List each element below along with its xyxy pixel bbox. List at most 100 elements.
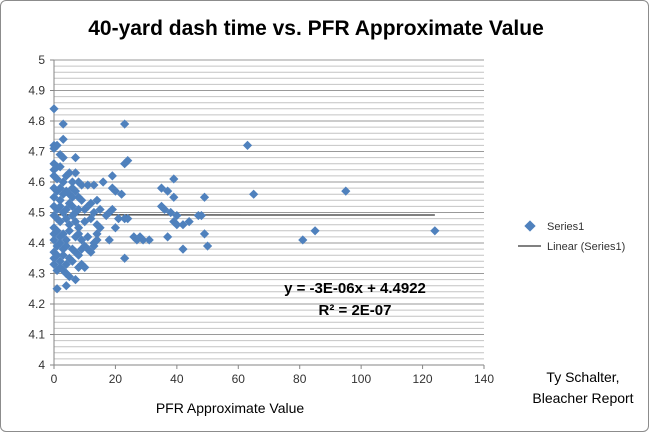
- data-point: [73, 204, 84, 215]
- data-point: [341, 186, 351, 196]
- y-axis-ticks: 4 4.1 4.2 4.3 4.4 4.5 4.6 4.7 4.8 4.9 5: [28, 53, 54, 372]
- data-point: [55, 262, 65, 272]
- x-tick-label: 100: [351, 372, 371, 386]
- data-point: [67, 201, 78, 211]
- y-tick-label: 5: [38, 53, 45, 67]
- data-point: [196, 210, 207, 221]
- data-point: [430, 226, 440, 236]
- data-point: [55, 201, 65, 211]
- data-point: [67, 256, 78, 266]
- data-point: [86, 214, 96, 224]
- data-point: [113, 214, 124, 224]
- data-point: [73, 177, 84, 187]
- data-point: [70, 207, 81, 218]
- data-point: [49, 259, 59, 269]
- legend-label-trendline: Linear (Series1): [547, 241, 625, 253]
- trendline-r-squared: R² = 2E-07: [319, 302, 392, 319]
- data-point: [120, 253, 130, 263]
- y-tick-label: 4.3: [28, 267, 45, 281]
- x-tick-label: 60: [232, 372, 246, 386]
- data-point: [89, 207, 99, 218]
- data-point: [55, 238, 65, 248]
- data-point: [77, 180, 87, 190]
- data-point: [77, 195, 87, 205]
- data-point: [61, 171, 71, 181]
- data-point: [89, 241, 99, 251]
- data-point: [169, 174, 179, 184]
- data-point: [199, 229, 210, 239]
- data-point: [172, 220, 182, 230]
- y-tick-label: 4.1: [28, 328, 45, 342]
- data-point: [92, 235, 102, 245]
- data-point: [70, 153, 81, 163]
- data-point: [92, 195, 102, 205]
- data-point: [70, 168, 81, 178]
- data-point: [83, 201, 93, 211]
- data-point: [73, 250, 84, 260]
- data-points: [49, 104, 440, 294]
- data-point: [199, 192, 210, 202]
- data-point: [67, 192, 78, 202]
- data-point: [92, 229, 102, 239]
- chart-title: 40-yard dash time vs. PFR Approximate Va…: [88, 17, 544, 40]
- y-tick-label: 4: [38, 358, 45, 372]
- data-point: [83, 180, 93, 190]
- data-point: [184, 217, 194, 227]
- data-point: [116, 189, 127, 199]
- x-tick-label: 120: [413, 372, 433, 386]
- data-point: [73, 262, 84, 272]
- data-point: [202, 241, 213, 251]
- data-point: [58, 153, 68, 163]
- data-point: [61, 259, 71, 269]
- data-point: [83, 232, 93, 242]
- data-point: [169, 192, 179, 202]
- y-tick-label: 4.4: [28, 236, 45, 250]
- x-tick-label: 20: [109, 372, 123, 386]
- data-point: [107, 171, 117, 181]
- data-point: [61, 268, 71, 279]
- data-point: [70, 275, 81, 285]
- data-point: [107, 204, 117, 215]
- data-point: [110, 186, 121, 196]
- data-point: [163, 186, 173, 196]
- legend-label-series1: Series1: [547, 221, 584, 233]
- data-point: [73, 192, 84, 202]
- data-point: [95, 223, 105, 233]
- y-tick-label: 4.8: [28, 114, 45, 128]
- data-point: [58, 250, 68, 260]
- data-point: [58, 134, 68, 144]
- data-point: [178, 244, 188, 254]
- legend: Series1 Linear (Series1): [518, 220, 625, 253]
- legend-marker-series1: [524, 220, 536, 232]
- data-point: [61, 281, 71, 291]
- data-point: [52, 140, 62, 150]
- data-point: [95, 204, 105, 215]
- data-point: [55, 256, 65, 266]
- y-tick-label: 4.6: [28, 175, 45, 189]
- data-point: [52, 284, 62, 294]
- data-point: [138, 235, 148, 245]
- data-point: [49, 104, 59, 114]
- data-point: [70, 186, 81, 196]
- x-axis-title: PFR Approximate Value: [156, 400, 305, 416]
- credit-publication: Bleacher Report: [532, 390, 633, 406]
- data-point: [110, 223, 121, 233]
- data-point: [163, 232, 173, 242]
- x-axis-ticks: 0 20 40 60 80 100 120 140: [51, 365, 494, 386]
- data-point: [77, 259, 87, 269]
- trendline-equation: y = -3E-06x + 4.4922: [284, 280, 426, 297]
- data-point: [92, 220, 102, 230]
- data-point: [70, 217, 81, 227]
- data-point: [310, 226, 320, 236]
- data-point: [120, 119, 130, 129]
- data-point: [52, 265, 62, 276]
- data-point: [298, 235, 308, 245]
- data-point: [49, 165, 59, 175]
- data-point: [80, 262, 90, 272]
- data-point: [64, 226, 74, 236]
- data-point: [73, 223, 84, 233]
- data-point: [104, 235, 114, 245]
- data-point: [123, 214, 133, 224]
- y-tick-label: 4.9: [28, 84, 45, 98]
- y-tick-label: 4.7: [28, 145, 45, 159]
